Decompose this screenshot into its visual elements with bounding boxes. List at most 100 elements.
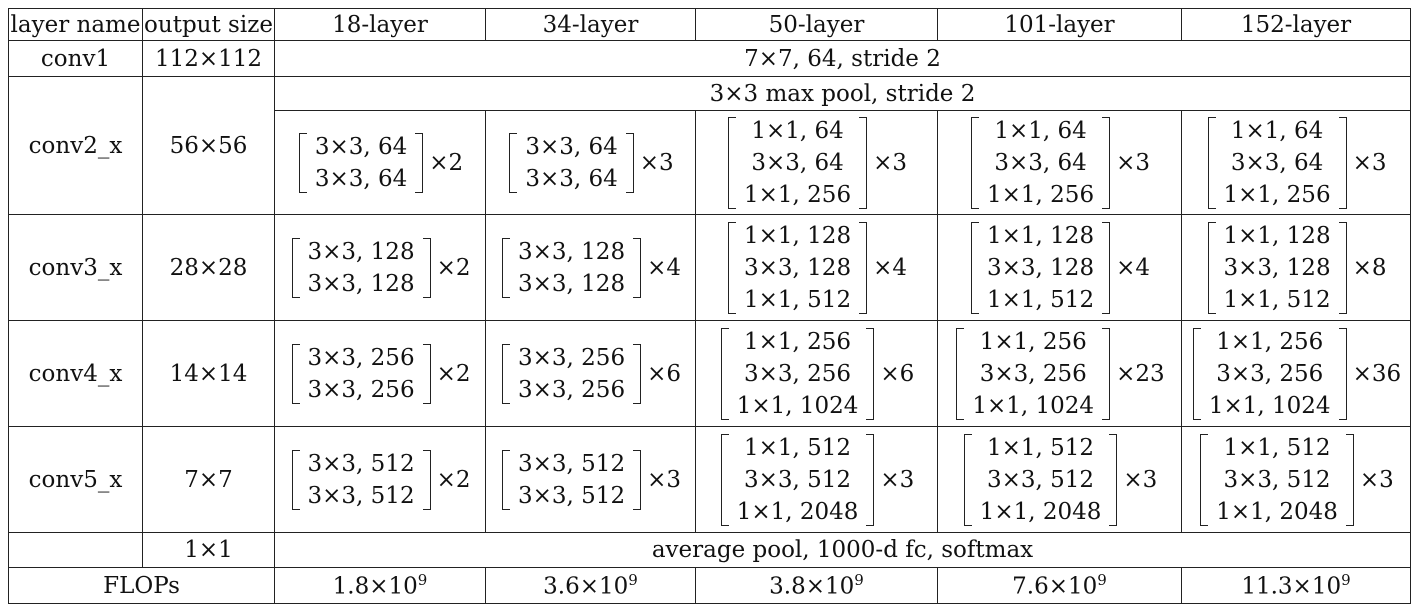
block-layer-line: 1×1, 64 [751, 117, 844, 144]
block-cell: 3×3, 256 3×3, 256 ×2 [274, 320, 486, 427]
block-spec: 1×1, 128 3×3, 128 1×1, 512 ×4 [726, 220, 907, 316]
block-bracket: 3×3, 256 3×3, 256 [290, 342, 433, 406]
block-multiplier: ×4 [1116, 254, 1150, 281]
header-row: layer name output size 18-layer 34-layer… [8, 8, 1411, 41]
block-cell: 1×1, 512 3×3, 512 1×1, 2048 ×3 [937, 426, 1182, 533]
flops-value-34: 3.6×109 [485, 567, 696, 604]
block-cell: 1×1, 128 3×3, 128 1×1, 512 ×8 [1181, 214, 1411, 321]
header-101-layer: 101-layer [937, 8, 1182, 41]
block-layer-line: 1×1, 256 [1223, 181, 1331, 208]
block-layer-line: 1×1, 512 [987, 434, 1095, 461]
block-cell: 1×1, 256 3×3, 256 1×1, 1024 ×23 [937, 320, 1182, 427]
block-multiplier: ×3 [639, 149, 674, 176]
block-lines: 1×1, 512 3×3, 512 1×1, 2048 [737, 432, 859, 528]
block-layer-line: 3×3, 256 [518, 376, 626, 403]
block-layer-line: 3×3, 512 [1223, 466, 1331, 493]
block-bracket: 3×3, 128 3×3, 128 [290, 236, 433, 300]
block-multiplier: ×36 [1352, 360, 1402, 387]
block-layer-line: 1×1, 256 [1216, 328, 1324, 355]
block-bracket: 1×1, 128 3×3, 128 1×1, 512 [1206, 220, 1349, 316]
block-multiplier: ×3 [647, 466, 681, 493]
block-layer-line: 3×3, 512 [518, 450, 626, 477]
conv1-row: conv1 112×112 7×7, 64, stride 2 [8, 40, 1411, 77]
block-spec: 3×3, 512 3×3, 512 ×2 [290, 448, 471, 512]
block-lines: 1×1, 64 3×3, 64 1×1, 256 [744, 115, 851, 211]
conv2-output-size: 56×56 [142, 76, 275, 215]
block-layer-line: 1×1, 128 [987, 222, 1095, 249]
block-lines: 3×3, 256 3×3, 256 [518, 342, 625, 406]
block-bracket: 1×1, 64 3×3, 64 1×1, 256 [1206, 115, 1349, 211]
block-layer-line: 1×1, 128 [1223, 222, 1331, 249]
block-cell: 3×3, 128 3×3, 128 ×4 [485, 214, 696, 321]
block-layer-line: 1×1, 256 [979, 328, 1087, 355]
flops-value-50: 3.8×109 [695, 567, 938, 604]
block-layer-line: 3×3, 128 [1223, 254, 1331, 281]
block-lines: 3×3, 128 3×3, 128 [308, 236, 415, 300]
block-multiplier: ×23 [1116, 360, 1165, 387]
block-multiplier: ×2 [436, 254, 471, 281]
block-multiplier: ×6 [880, 360, 915, 387]
block-multiplier: ×6 [647, 360, 681, 387]
block-lines: 1×1, 256 3×3, 256 1×1, 1024 [972, 326, 1094, 422]
block-cell: 3×3, 128 3×3, 128 ×2 [274, 214, 486, 321]
block-cell: 1×1, 64 3×3, 64 1×1, 256 ×3 [695, 110, 938, 215]
block-layer-line: 1×1, 512 [1223, 434, 1331, 461]
block-bracket: 1×1, 256 3×3, 256 1×1, 1024 [954, 326, 1112, 422]
stage-row-conv2: 3×3, 64 3×3, 64 ×2 3×3, 64 3×3, 64 ×3 1×1, 6… [9, 110, 1411, 215]
stage-row-conv3: conv3_x 28×28 3×3, 128 3×3, 128 ×2 3×3, 12… [8, 214, 1411, 321]
stage-row-conv5: conv5_x 7×7 3×3, 512 3×3, 512 ×2 3×3, 512 3… [8, 426, 1411, 533]
block-bracket: 3×3, 64 3×3, 64 [507, 131, 635, 195]
block-lines: 1×1, 64 3×3, 64 1×1, 256 [1224, 115, 1331, 211]
conv5-output-size: 7×7 [142, 426, 275, 533]
block-spec: 1×1, 64 3×3, 64 1×1, 256 ×3 [1206, 115, 1386, 211]
block-layer-line: 1×1, 1024 [972, 392, 1095, 419]
block-cell: 3×3, 512 3×3, 512 ×3 [485, 426, 696, 533]
block-cell: 1×1, 256 3×3, 256 1×1, 1024 ×36 [1181, 320, 1411, 427]
conv5-name: conv5_x [8, 426, 143, 533]
block-bracket: 3×3, 512 3×3, 512 [290, 448, 433, 512]
conv4-name: conv4_x [8, 320, 143, 427]
conv3-output-size: 28×28 [142, 214, 275, 321]
conv1-output-size: 112×112 [142, 40, 275, 77]
conv2-name: conv2_x [8, 76, 143, 215]
block-multiplier: ×2 [436, 466, 471, 493]
block-layer-line: 3×3, 64 [1230, 149, 1324, 176]
block-multiplier: ×4 [647, 254, 681, 281]
conv4-output-size: 14×14 [142, 320, 275, 427]
flops-mantissa: 11.3×10 [1241, 573, 1342, 600]
block-bracket: 1×1, 128 3×3, 128 1×1, 512 [969, 220, 1112, 316]
block-multiplier: ×3 [1123, 466, 1158, 493]
resnet-architecture-table-wrapper: layer name output size 18-layer 34-layer… [8, 8, 1411, 604]
block-spec: 3×3, 256 3×3, 256 ×2 [290, 342, 470, 406]
block-cell: 1×1, 512 3×3, 512 1×1, 2048 ×3 [1181, 426, 1411, 533]
block-bracket: 1×1, 64 3×3, 64 1×1, 256 [969, 115, 1112, 211]
block-cell: 1×1, 256 3×3, 256 1×1, 1024 ×6 [695, 320, 938, 427]
block-lines: 3×3, 128 3×3, 128 [518, 236, 625, 300]
block-bracket: 1×1, 64 3×3, 64 1×1, 256 [726, 115, 869, 211]
block-spec: 1×1, 128 3×3, 128 1×1, 512 ×4 [969, 220, 1150, 316]
block-lines: 3×3, 64 3×3, 64 [315, 131, 407, 195]
header-layer-name: layer name [8, 8, 143, 41]
block-spec: 3×3, 512 3×3, 512 ×3 [500, 448, 681, 512]
block-bracket: 1×1, 512 3×3, 512 1×1, 2048 [1198, 432, 1356, 528]
block-layer-line: 1×1, 512 [987, 286, 1095, 313]
final-spec: average pool, 1000-d fc, softmax [274, 532, 1411, 568]
block-layer-line: 1×1, 1024 [736, 392, 859, 419]
block-layer-line: 3×3, 512 [987, 466, 1095, 493]
final-row: 1×1 average pool, 1000-d fc, softmax [8, 532, 1411, 568]
block-layer-line: 1×1, 256 [744, 181, 852, 208]
block-cell: 3×3, 256 3×3, 256 ×6 [485, 320, 696, 427]
block-lines: 1×1, 128 3×3, 128 1×1, 512 [987, 220, 1094, 316]
block-bracket: 3×3, 128 3×3, 128 [500, 236, 643, 300]
block-bracket: 1×1, 256 3×3, 256 1×1, 1024 [1191, 326, 1349, 422]
block-layer-line: 3×3, 128 [307, 238, 415, 265]
block-spec: 1×1, 128 3×3, 128 1×1, 512 ×8 [1206, 220, 1386, 316]
final-output-size: 1×1 [142, 532, 275, 568]
block-lines: 1×1, 64 3×3, 64 1×1, 256 [987, 115, 1094, 211]
block-lines: 1×1, 256 3×3, 256 1×1, 1024 [737, 326, 859, 422]
block-lines: 1×1, 512 3×3, 512 1×1, 2048 [1216, 432, 1338, 528]
flops-row: FLOPs 1.8×109 3.6×109 3.8×109 7.6×109 11… [8, 567, 1411, 604]
block-layer-line: 1×1, 2048 [979, 498, 1102, 525]
conv3-name: conv3_x [8, 214, 143, 321]
block-bracket: 1×1, 256 3×3, 256 1×1, 1024 [719, 326, 877, 422]
